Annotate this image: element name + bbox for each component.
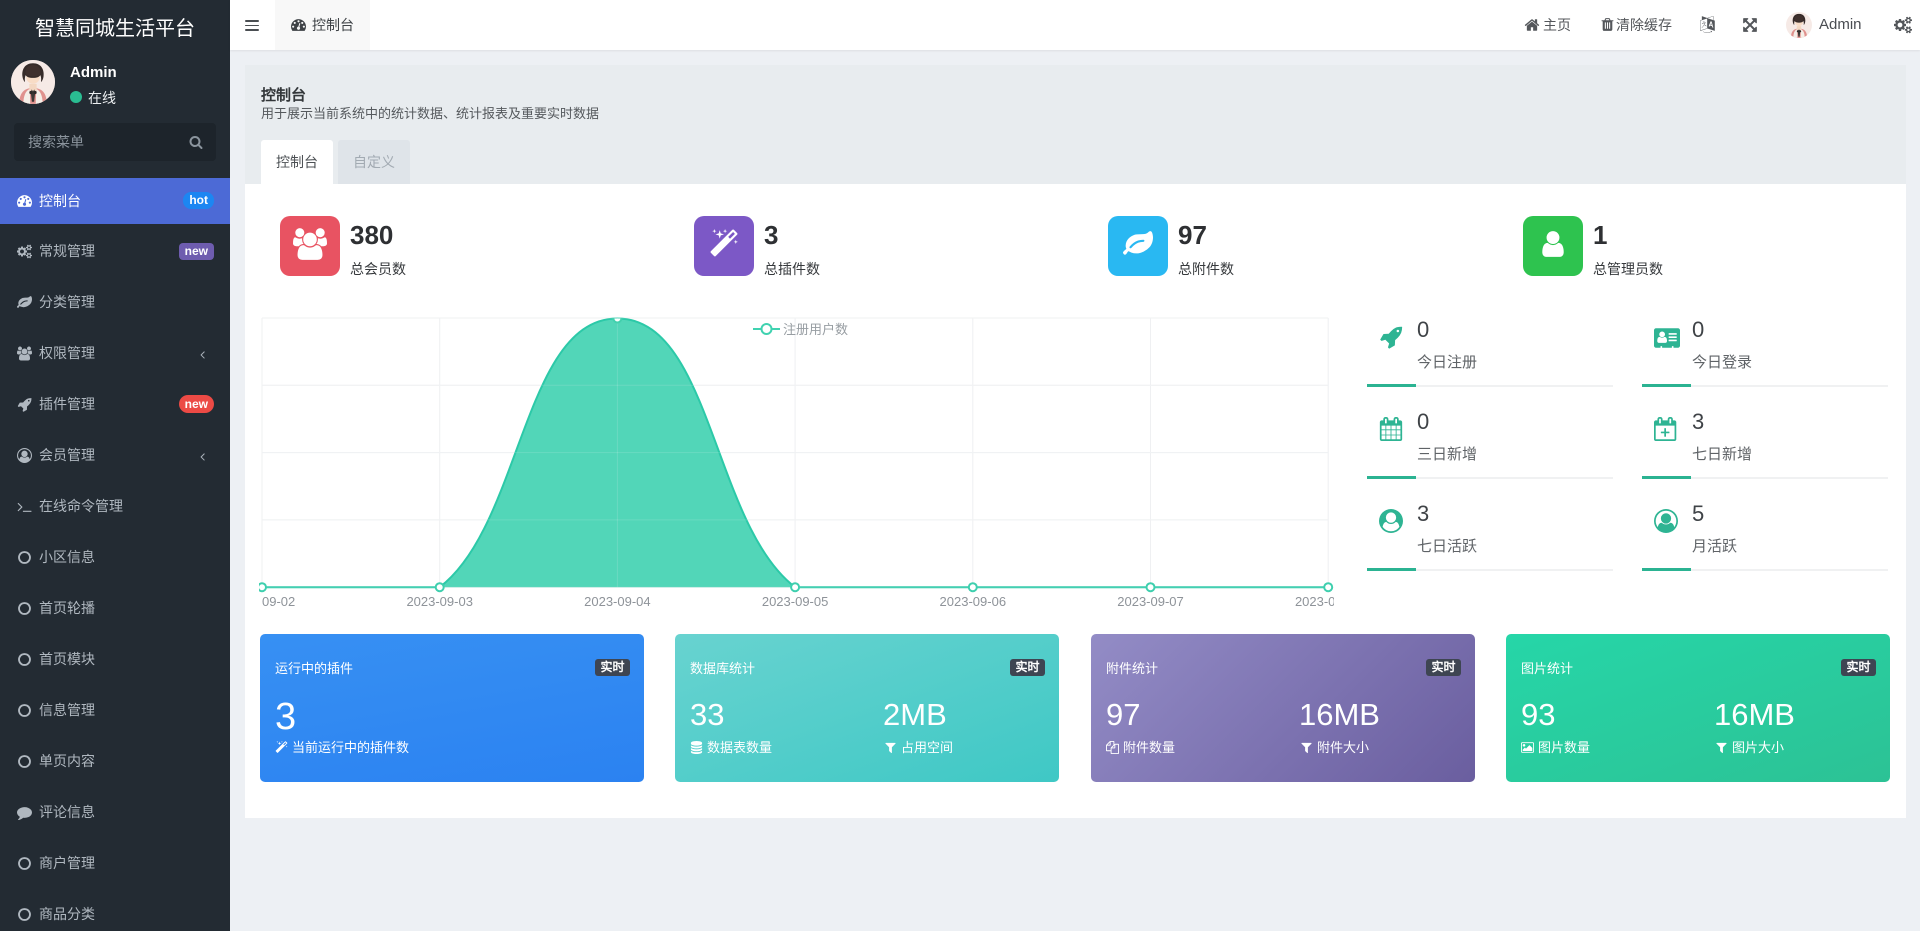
svg-text:2023-09-03: 2023-09-03 (406, 594, 473, 609)
svg-text:2023-09-06: 2023-09-06 (940, 594, 1007, 609)
svg-text:2023-09-05: 2023-09-05 (762, 594, 829, 609)
svg-text:注册用户数: 注册用户数 (783, 322, 848, 337)
svg-text:2023-09-04: 2023-09-04 (584, 594, 651, 609)
svg-text:2023-09-08: 2023-09-08 (1295, 594, 1334, 609)
svg-text:2023-09-07: 2023-09-07 (1117, 594, 1184, 609)
svg-text:09-02: 09-02 (262, 594, 295, 609)
